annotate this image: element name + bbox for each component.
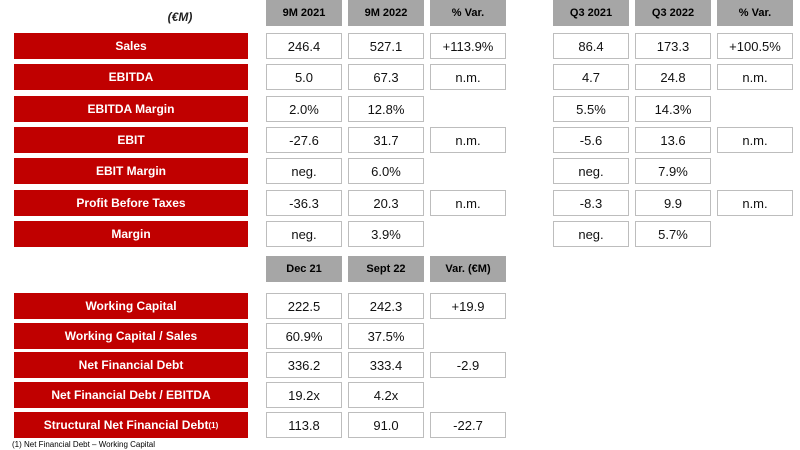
header-bs-2: Var. (€M)	[430, 256, 506, 282]
bs-label-text: Structural Net Financial Debt	[43, 418, 209, 432]
bs-sept22: 37.5%	[348, 323, 424, 349]
bs-var: -2.9	[430, 352, 506, 378]
unit-label: (€M)	[167, 10, 193, 24]
header-q3-0: Q3 2021	[553, 0, 629, 26]
pl-9m-2022: 67.3	[348, 64, 424, 90]
pl-9m-2022: 31.7	[348, 127, 424, 153]
bs-label: Net Financial Debt	[14, 352, 248, 378]
bs-label: Working Capital / Sales	[14, 323, 248, 349]
pl-q3-2022: 14.3%	[635, 96, 711, 122]
pl-q3-2021: 5.5%	[553, 96, 629, 122]
pl-9m-var: n.m.	[430, 127, 506, 153]
bs-dec21: 19.2x	[266, 382, 342, 408]
bs-dec21: 222.5	[266, 293, 342, 319]
pl-q3-2021: neg.	[553, 221, 629, 247]
pl-q3-2022: 5.7%	[635, 221, 711, 247]
bs-label-text: Working Capital	[85, 299, 177, 313]
header-q3-1: Q3 2022	[635, 0, 711, 26]
pl-9m-2022: 3.9%	[348, 221, 424, 247]
pl-q3-2022: 24.8	[635, 64, 711, 90]
pl-9m-2021: -27.6	[266, 127, 342, 153]
bs-dec21: 60.9%	[266, 323, 342, 349]
pl-label: Sales	[14, 33, 248, 59]
pl-9m-2022: 6.0%	[348, 158, 424, 184]
pl-9m-2021: 5.0	[266, 64, 342, 90]
pl-9m-2021: -36.3	[266, 190, 342, 216]
pl-label: EBITDA	[14, 64, 248, 90]
bs-label: Structural Net Financial Debt (1)	[14, 412, 248, 438]
pl-9m-var: +113.9%	[430, 33, 506, 59]
pl-q3-2021: neg.	[553, 158, 629, 184]
bs-sept22: 4.2x	[348, 382, 424, 408]
bs-var: -22.7	[430, 412, 506, 438]
pl-q3-var: +100.5%	[717, 33, 793, 59]
bs-label-text: Net Financial Debt	[78, 358, 184, 372]
pl-q3-2021: -5.6	[553, 127, 629, 153]
header-9m-0: 9M 2021	[266, 0, 342, 26]
pl-q3-2022: 9.9	[635, 190, 711, 216]
pl-label: EBIT Margin	[14, 158, 248, 184]
pl-q3-2022: 13.6	[635, 127, 711, 153]
header-bs-0: Dec 21	[266, 256, 342, 282]
pl-q3-var: n.m.	[717, 127, 793, 153]
pl-label: Profit Before Taxes	[14, 190, 248, 216]
pl-9m-2022: 527.1	[348, 33, 424, 59]
header-9m-2: % Var.	[430, 0, 506, 26]
pl-9m-var: n.m.	[430, 64, 506, 90]
pl-9m-2021: 246.4	[266, 33, 342, 59]
footnote-marker: (1)	[208, 420, 219, 430]
pl-q3-2022: 173.3	[635, 33, 711, 59]
bs-sept22: 242.3	[348, 293, 424, 319]
bs-sept22: 91.0	[348, 412, 424, 438]
pl-9m-2021: 2.0%	[266, 96, 342, 122]
pl-q3-var: n.m.	[717, 190, 793, 216]
bs-label-text: Working Capital / Sales	[64, 329, 198, 343]
pl-9m-2021: neg.	[266, 158, 342, 184]
pl-q3-2022: 7.9%	[635, 158, 711, 184]
header-q3-2: % Var.	[717, 0, 793, 26]
pl-q3-2021: 86.4	[553, 33, 629, 59]
bs-label: Net Financial Debt / EBITDA	[14, 382, 248, 408]
pl-9m-2022: 12.8%	[348, 96, 424, 122]
pl-q3-2021: -8.3	[553, 190, 629, 216]
bs-dec21: 113.8	[266, 412, 342, 438]
pl-q3-var: n.m.	[717, 64, 793, 90]
bs-dec21: 336.2	[266, 352, 342, 378]
header-bs-1: Sept 22	[348, 256, 424, 282]
header-9m-1: 9M 2022	[348, 0, 424, 26]
pl-9m-2021: neg.	[266, 221, 342, 247]
footnote: (1) Net Financial Debt – Working Capital	[12, 440, 156, 449]
pl-9m-var: n.m.	[430, 190, 506, 216]
pl-label: EBIT	[14, 127, 248, 153]
pl-label: EBITDA Margin	[14, 96, 248, 122]
bs-sept22: 333.4	[348, 352, 424, 378]
bs-label-text: Net Financial Debt / EBITDA	[51, 388, 211, 402]
pl-label: Margin	[14, 221, 248, 247]
bs-var: +19.9	[430, 293, 506, 319]
pl-q3-2021: 4.7	[553, 64, 629, 90]
bs-label: Working Capital	[14, 293, 248, 319]
pl-9m-2022: 20.3	[348, 190, 424, 216]
